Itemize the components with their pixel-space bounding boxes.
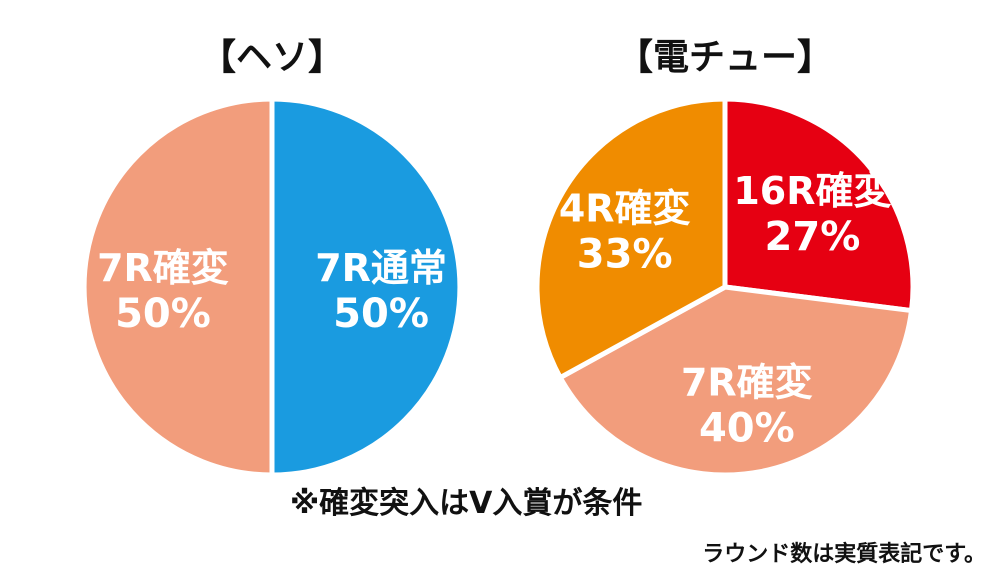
pie-slice-denchu-1 [557, 284, 915, 478]
slice-label-heso-0: 7R通常 [315, 246, 447, 290]
slice-value-denchu-0: 27% [765, 214, 861, 260]
slice-label-denchu-2: 4R確変 [559, 187, 691, 231]
pie-slice-denchu-2 [534, 96, 728, 381]
slice-value-denchu-1: 40% [699, 405, 795, 451]
chart-title-denchu: 【電チュー】 [616, 37, 834, 78]
round-note: ラウンド数は実質表記です。 [702, 542, 986, 567]
slice-value-heso-0: 50% [333, 291, 429, 337]
slice-label-denchu-1: 7R確変 [681, 360, 813, 404]
chart-title-heso: 【ヘソ】 [199, 37, 345, 78]
slice-label-heso-1: 7R確変 [97, 246, 229, 290]
slice-label-denchu-0: 16R確変 [733, 169, 891, 213]
slice-value-denchu-2: 33% [577, 232, 673, 278]
pie-slice-denchu-0 [722, 96, 916, 314]
pie-slice-heso-0 [269, 96, 463, 478]
pie-slice-heso-1 [81, 96, 275, 478]
condition-note: ※確変突入はV入賞が条件 [290, 486, 643, 521]
slice-value-heso-1: 50% [115, 291, 211, 337]
